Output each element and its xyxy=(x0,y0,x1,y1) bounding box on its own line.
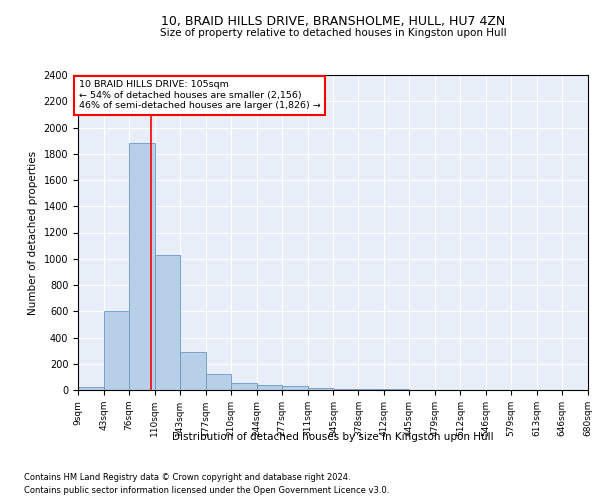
Bar xyxy=(231,384,257,390)
Bar xyxy=(180,352,206,390)
Text: 10 BRAID HILLS DRIVE: 105sqm
← 54% of detached houses are smaller (2,156)
46% of: 10 BRAID HILLS DRIVE: 105sqm ← 54% of de… xyxy=(79,80,320,110)
Bar xyxy=(257,385,281,390)
Y-axis label: Number of detached properties: Number of detached properties xyxy=(28,150,38,314)
Text: 10, BRAID HILLS DRIVE, BRANSHOLME, HULL, HU7 4ZN: 10, BRAID HILLS DRIVE, BRANSHOLME, HULL,… xyxy=(161,15,505,28)
Text: Size of property relative to detached houses in Kingston upon Hull: Size of property relative to detached ho… xyxy=(160,28,506,38)
Text: Distribution of detached houses by size in Kingston upon Hull: Distribution of detached houses by size … xyxy=(172,432,494,442)
Bar xyxy=(129,143,155,390)
Bar xyxy=(104,311,129,390)
Bar xyxy=(308,388,334,390)
Text: Contains HM Land Registry data © Crown copyright and database right 2024.: Contains HM Land Registry data © Crown c… xyxy=(24,472,350,482)
Text: Contains public sector information licensed under the Open Government Licence v3: Contains public sector information licen… xyxy=(24,486,389,495)
Bar xyxy=(78,388,104,390)
Bar xyxy=(281,386,308,390)
Bar xyxy=(206,374,231,390)
Bar xyxy=(155,255,180,390)
